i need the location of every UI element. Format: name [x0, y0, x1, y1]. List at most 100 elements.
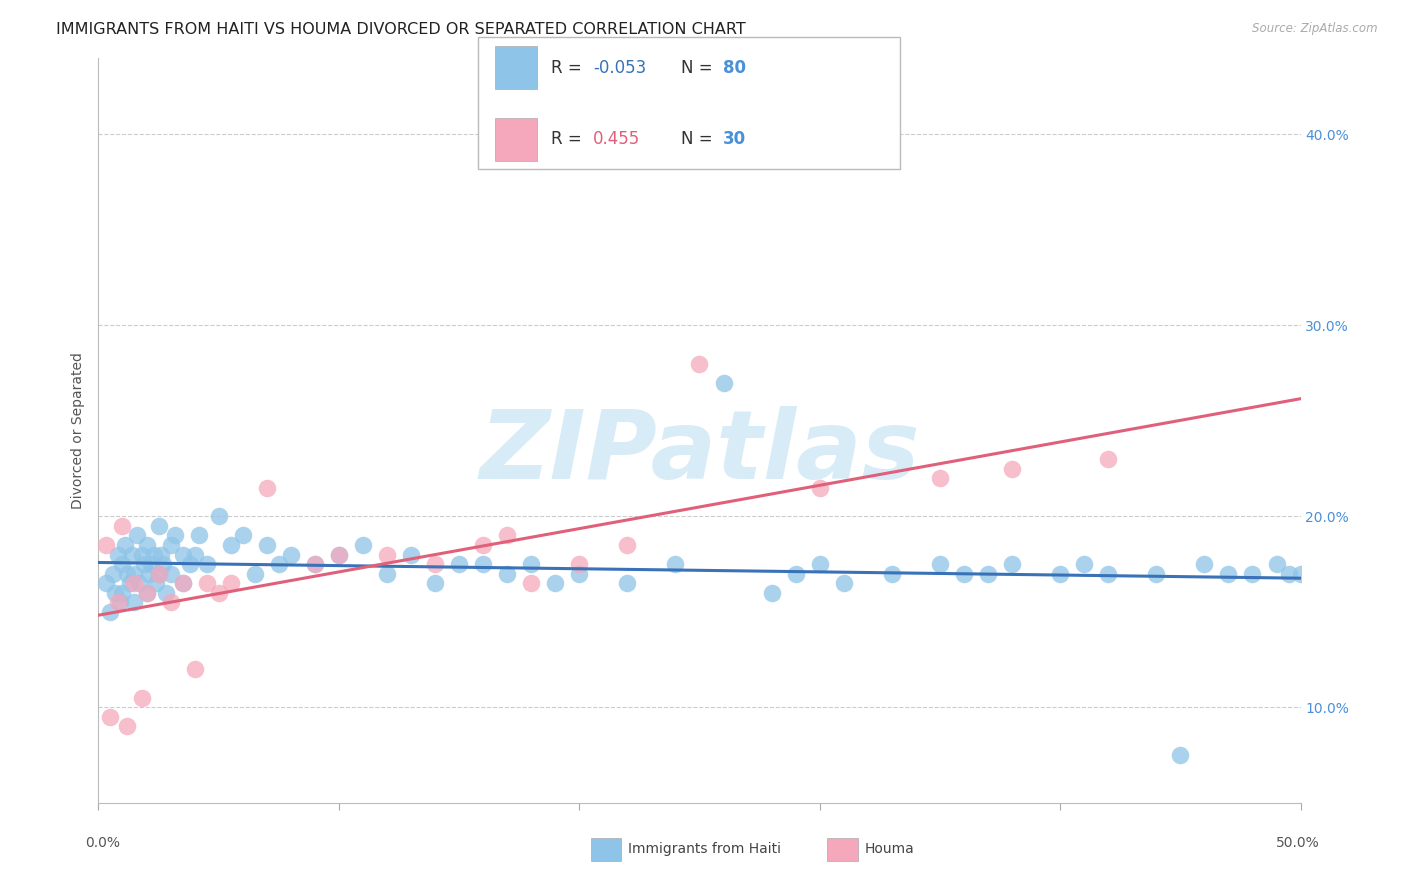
- Point: [328, 548, 350, 562]
- Point: [148, 519, 170, 533]
- Point: [159, 538, 181, 552]
- Point: [1170, 747, 1192, 762]
- Text: N =: N =: [681, 59, 717, 77]
- Point: [1001, 461, 1024, 475]
- Point: [101, 566, 124, 581]
- Point: [1194, 557, 1216, 571]
- Point: [195, 557, 218, 571]
- Point: [256, 481, 278, 495]
- Point: [352, 538, 374, 552]
- Point: [94, 576, 117, 591]
- Point: [100, 710, 122, 724]
- Y-axis label: Divorced or Separated: Divorced or Separated: [72, 352, 86, 508]
- Point: [183, 548, 205, 562]
- Text: 80: 80: [723, 59, 745, 77]
- Point: [114, 538, 136, 552]
- Point: [124, 566, 146, 581]
- Point: [1241, 566, 1264, 581]
- Point: [121, 548, 143, 562]
- Point: [135, 585, 157, 599]
- Point: [496, 566, 519, 581]
- Point: [568, 557, 591, 571]
- Point: [664, 557, 686, 571]
- Point: [107, 595, 129, 609]
- Point: [117, 719, 139, 733]
- Point: [267, 557, 290, 571]
- Point: [149, 548, 172, 562]
- Point: [159, 566, 181, 581]
- Point: [131, 690, 153, 705]
- Point: [195, 576, 218, 591]
- Point: [808, 481, 831, 495]
- Point: [375, 566, 398, 581]
- Text: -0.053: -0.053: [593, 59, 647, 77]
- Text: 30: 30: [723, 130, 745, 148]
- Point: [544, 576, 567, 591]
- Point: [125, 528, 148, 542]
- Point: [208, 585, 231, 599]
- Point: [132, 557, 155, 571]
- Point: [219, 538, 242, 552]
- Text: ZIPatlas: ZIPatlas: [479, 406, 920, 500]
- Point: [128, 576, 150, 591]
- Text: IMMIGRANTS FROM HAITI VS HOUMA DIVORCED OR SEPARATED CORRELATION CHART: IMMIGRANTS FROM HAITI VS HOUMA DIVORCED …: [56, 22, 747, 37]
- Point: [1265, 557, 1288, 571]
- Point: [832, 576, 855, 591]
- Point: [808, 557, 831, 571]
- Text: N =: N =: [681, 130, 717, 148]
- Point: [304, 557, 326, 571]
- Point: [953, 566, 976, 581]
- Point: [423, 557, 446, 571]
- Point: [1144, 566, 1167, 581]
- Point: [520, 576, 543, 591]
- Point: [172, 576, 194, 591]
- Point: [131, 548, 153, 562]
- Point: [399, 548, 422, 562]
- Point: [124, 595, 146, 609]
- Point: [107, 548, 129, 562]
- Point: [232, 528, 254, 542]
- Point: [689, 357, 711, 371]
- Point: [111, 519, 134, 533]
- Point: [100, 605, 122, 619]
- Point: [1097, 566, 1119, 581]
- Point: [280, 548, 302, 562]
- Point: [148, 566, 170, 581]
- Point: [1097, 452, 1119, 467]
- Point: [256, 538, 278, 552]
- Point: [159, 595, 181, 609]
- Point: [447, 557, 470, 571]
- Point: [1289, 566, 1312, 581]
- Point: [104, 585, 127, 599]
- Point: [1073, 557, 1095, 571]
- Text: 0.0%: 0.0%: [86, 836, 120, 850]
- Point: [1218, 566, 1240, 581]
- Point: [148, 566, 170, 581]
- Point: [111, 557, 134, 571]
- Point: [785, 566, 807, 581]
- Point: [423, 576, 446, 591]
- Point: [928, 557, 950, 571]
- Point: [1001, 557, 1024, 571]
- Point: [928, 471, 950, 485]
- Point: [472, 557, 495, 571]
- Point: [713, 376, 735, 390]
- Point: [124, 576, 146, 591]
- Point: [243, 566, 266, 581]
- Point: [188, 528, 211, 542]
- Point: [1277, 566, 1299, 581]
- Text: 50.0%: 50.0%: [1275, 836, 1320, 850]
- Point: [520, 557, 543, 571]
- Point: [172, 576, 194, 591]
- Point: [111, 585, 134, 599]
- Point: [141, 557, 163, 571]
- Point: [172, 548, 194, 562]
- Point: [145, 576, 167, 591]
- Point: [496, 528, 519, 542]
- Point: [152, 557, 174, 571]
- Point: [616, 538, 638, 552]
- Point: [880, 566, 903, 581]
- Text: Houma: Houma: [865, 842, 914, 856]
- Text: R =: R =: [551, 59, 588, 77]
- Point: [165, 528, 187, 542]
